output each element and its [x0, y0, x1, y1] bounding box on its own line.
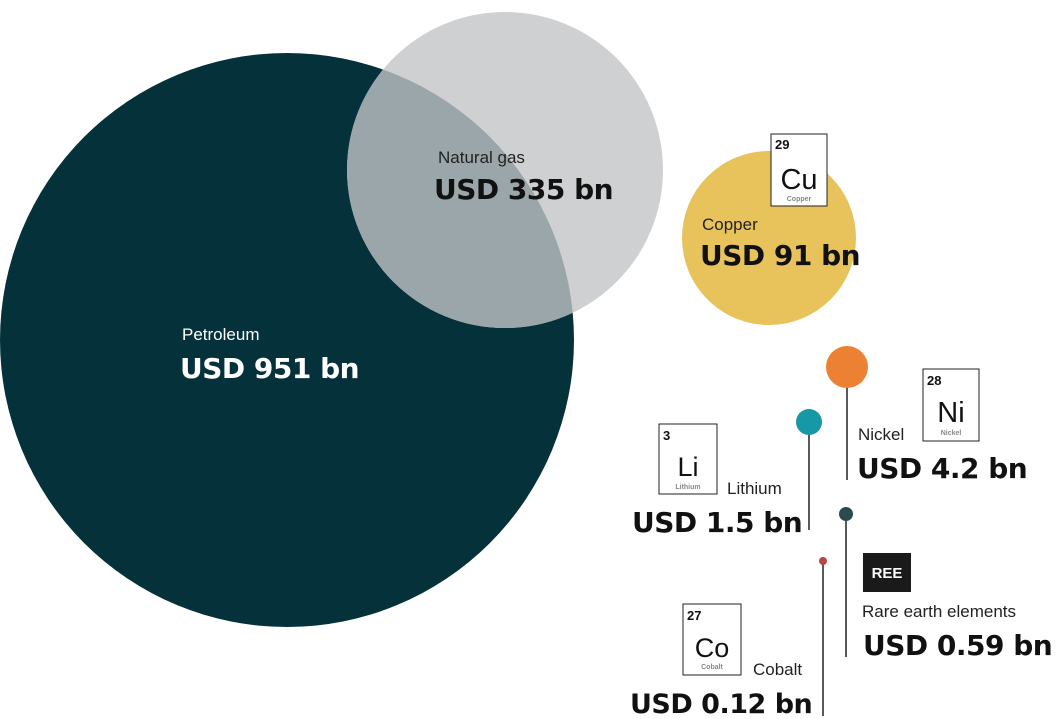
element-tile-cobalt: 27 Co Cobalt: [682, 603, 742, 676]
element-symbol-copper: Cu: [780, 164, 817, 196]
element-tile-lithium: 3 Li Lithium: [658, 423, 718, 495]
label-nickel: Nickel: [858, 425, 904, 444]
value-petroleum: USD 951 bn: [180, 352, 359, 385]
label-petroleum: Petroleum: [182, 325, 259, 344]
element-number-nickel: 28: [927, 373, 941, 388]
bubble-overlap: [347, 53, 574, 328]
bubble-lithium: [796, 409, 822, 435]
value-natural-gas: USD 335 bn: [434, 173, 613, 206]
label-copper: Copper: [702, 215, 758, 234]
bubble-nickel: [826, 346, 868, 388]
bubble-ree: [839, 507, 853, 521]
element-tile-copper: 29 Cu Copper: [770, 133, 828, 207]
ree-badge-text: REE: [872, 565, 903, 582]
element-number-copper: 29: [775, 137, 789, 152]
element-name-copper: Copper: [787, 196, 812, 203]
element-number-cobalt: 27: [687, 608, 701, 623]
ree-badge: REE: [863, 553, 911, 592]
value-nickel: USD 4.2 bn: [857, 452, 1027, 485]
element-symbol-nickel: Ni: [937, 397, 964, 429]
value-lithium: USD 1.5 bn: [632, 506, 802, 539]
label-natural-gas: Natural gas: [438, 148, 525, 167]
element-tile-nickel: 28 Ni Nickel: [922, 368, 980, 442]
label-cobalt: Cobalt: [753, 660, 802, 679]
element-name-cobalt: Cobalt: [701, 664, 723, 671]
bubble-copper: [682, 151, 856, 325]
bubble-cobalt: [819, 557, 827, 565]
element-name-nickel: Nickel: [941, 430, 962, 437]
value-ree: USD 0.59 bn: [863, 629, 1052, 662]
value-cobalt: USD 0.12 bn: [630, 689, 812, 719]
element-symbol-cobalt: Co: [695, 633, 730, 663]
element-name-lithium: Lithium: [675, 484, 700, 491]
value-copper: USD 91 bn: [700, 239, 860, 272]
element-symbol-lithium: Li: [677, 452, 698, 482]
element-number-lithium: 3: [663, 428, 670, 443]
label-lithium: Lithium: [727, 479, 782, 498]
label-ree: Rare earth elements: [862, 602, 1016, 621]
